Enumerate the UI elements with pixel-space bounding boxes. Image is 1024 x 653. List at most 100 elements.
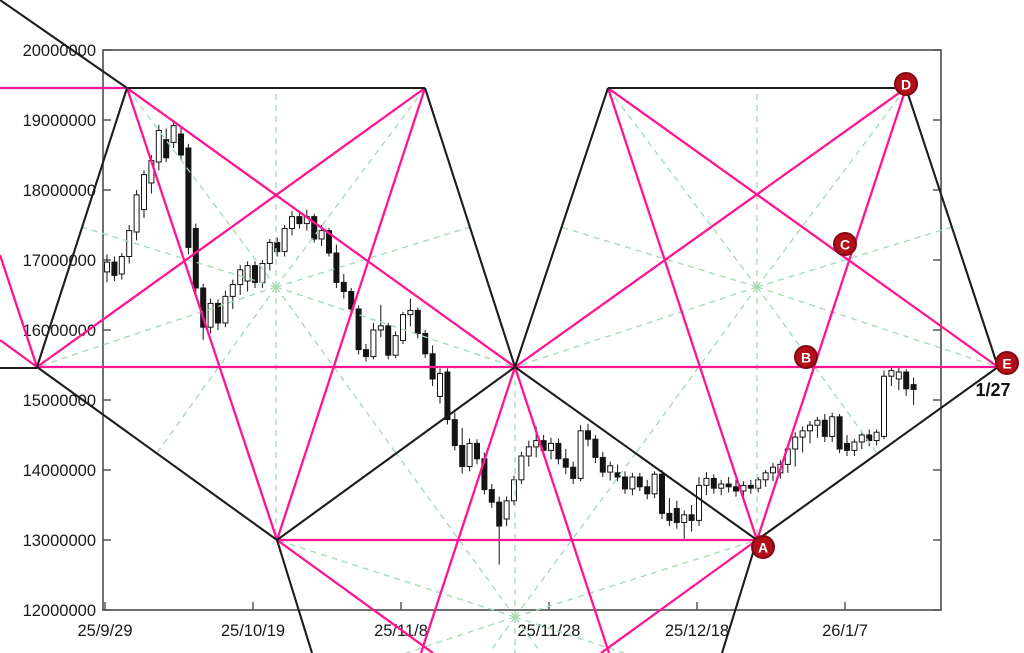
candle-up [118, 256, 125, 275]
candle-up [873, 431, 880, 442]
candle-down [836, 416, 843, 450]
candle-up [170, 125, 177, 143]
candle-down [348, 291, 355, 310]
x-tick-label: 26/1/7 [822, 622, 868, 640]
candle-down [659, 473, 665, 514]
candle-down [496, 501, 503, 527]
candle-down [414, 309, 421, 334]
candle-up [437, 372, 443, 397]
marker-E: E [995, 351, 1019, 375]
annotation-1-27: 1/27 [975, 380, 1010, 400]
black-pentagon-edges [0, 0, 999, 653]
candle-up [392, 335, 399, 356]
candle-up [289, 216, 295, 230]
candle-down [673, 508, 680, 523]
candle-up [533, 440, 540, 448]
candle-down [622, 476, 628, 490]
candle-up [266, 242, 273, 264]
pentagon-markers: A B C D E [751, 72, 1019, 559]
candle-down [355, 308, 362, 351]
candle-up [237, 269, 244, 285]
candle-up [141, 174, 147, 211]
candle-up [807, 424, 813, 432]
candle-up [577, 430, 584, 479]
y-tick-label: 14000000 [23, 462, 96, 480]
candle-up [762, 472, 769, 481]
candle-down [459, 445, 466, 467]
candle-up [607, 465, 614, 473]
candle-up [814, 419, 821, 426]
marker-A: A [751, 535, 775, 559]
candle-down [185, 147, 192, 248]
candle-up [718, 483, 725, 489]
candle-down [866, 434, 873, 442]
candle-up [229, 284, 236, 297]
marker-letter: E [1002, 356, 1011, 372]
candle-down [592, 438, 599, 458]
candle-down [585, 430, 591, 440]
candle-down [296, 216, 303, 225]
candle-up [792, 436, 799, 450]
candle-down [363, 349, 369, 358]
candle-down [111, 261, 118, 276]
candle-up [696, 484, 702, 521]
candle-up [407, 309, 414, 316]
candle-down [910, 384, 917, 391]
candle-up [525, 446, 532, 457]
y-tick-label: 13000000 [23, 532, 96, 550]
candle-down [555, 442, 562, 460]
candle-up [881, 375, 887, 437]
candle-up [222, 295, 229, 324]
candle-down [274, 242, 281, 253]
date-annotation: 1/27 [975, 380, 1010, 400]
plot-frame [102, 49, 942, 611]
candle-up [104, 261, 110, 273]
y-tick-label: 18000000 [23, 182, 96, 200]
candle-down [311, 216, 318, 240]
candle-up [858, 434, 865, 443]
candle-up [681, 514, 688, 523]
candle-up [651, 473, 658, 495]
candle-down [178, 133, 184, 156]
candle-down [326, 230, 332, 254]
candle-up [155, 130, 162, 163]
candle-down [688, 514, 695, 521]
candle-up [548, 442, 554, 451]
candle-up [466, 442, 473, 467]
marker-C: C [833, 232, 857, 256]
pink-pentagram-lines [0, 86, 999, 653]
candle-down [215, 302, 221, 324]
candle-up [370, 329, 377, 358]
candle-up [770, 466, 776, 474]
candle-up [703, 477, 710, 486]
marker-letter: C [840, 237, 850, 253]
candle-down [488, 489, 495, 503]
candle-down [570, 466, 577, 479]
x-tick-label: 25/11/28 [517, 622, 580, 640]
y-tick-label: 12000000 [23, 602, 96, 620]
candle-down [733, 486, 739, 492]
candle-down [747, 484, 754, 489]
marker-letter: D [901, 77, 911, 93]
candle-down [821, 419, 828, 437]
candle-up [511, 479, 517, 502]
candle-up [377, 325, 384, 331]
candle-down [340, 281, 347, 292]
candle-down [844, 442, 850, 451]
candle-up [629, 476, 636, 490]
candle-up [133, 194, 140, 233]
candle-down [451, 419, 458, 447]
candle-down [666, 512, 673, 521]
axis-labels: 20000000 19000000 18000000 17000000 16000000… [23, 42, 868, 640]
marker-D: D [894, 72, 918, 96]
candle-up [518, 455, 525, 481]
candle-down [644, 486, 651, 495]
candle-down [474, 442, 480, 460]
candle-down [710, 477, 717, 489]
candle-up [755, 479, 762, 489]
x-tick-label: 25/10/19 [221, 622, 285, 640]
candle-up [888, 370, 895, 377]
marker-letter: A [758, 540, 768, 556]
marker-letter: B [801, 350, 811, 366]
candle-up [829, 416, 836, 437]
